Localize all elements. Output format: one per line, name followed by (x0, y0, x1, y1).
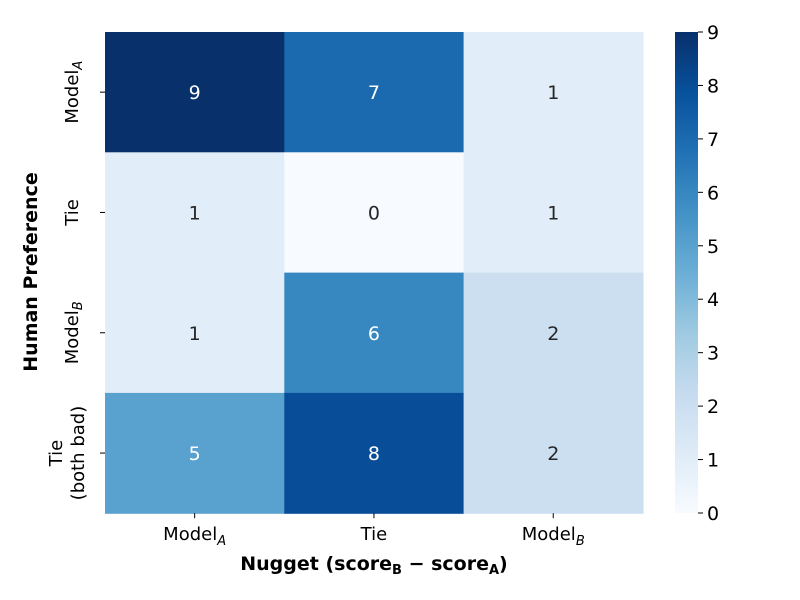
colorbar-tick-label: 0 (707, 503, 719, 525)
cell-value-label: 7 (368, 82, 380, 104)
cell-value-label: 2 (547, 323, 559, 345)
x-axis-title: Nugget (scoreB − scoreA) (240, 553, 507, 578)
colorbar-tick-label: 5 (707, 236, 719, 258)
heatmap-cell-r0-c1 (284, 32, 465, 153)
colorbar-tick-label: 3 (707, 343, 719, 365)
svg-text:Tie: Tie (46, 440, 67, 468)
heatmap-cell-r3-c0 (105, 392, 285, 514)
colorbar-tick-label: 9 (707, 22, 719, 44)
cell-value-label: 6 (368, 323, 380, 345)
heatmap-cell-r1-c2 (463, 152, 644, 274)
x-tick-label: ModelA (163, 524, 226, 549)
x-tick-label: ModelB (522, 524, 585, 549)
y-axis-title: Human Preference (20, 172, 42, 371)
cell-value-label: 1 (547, 82, 559, 104)
x-tick-label: Tie (360, 524, 388, 545)
heatmap-cell-r1-c1 (284, 152, 465, 274)
y-tick-label: ModelA (62, 61, 86, 124)
heatmap-cell-r2-c1 (284, 272, 465, 394)
cell-value-label: 9 (189, 82, 201, 104)
cell-value-label: 0 (368, 202, 380, 224)
heatmap-cell-r2-c2 (463, 272, 644, 394)
colorbar-tick-label: 8 (707, 75, 719, 97)
heatmap-cell-r0-c0 (105, 32, 285, 153)
colorbar-tick-label: 6 (707, 182, 719, 204)
colorbar-tick-label: 4 (707, 289, 719, 311)
colorbar-tick-label: 7 (707, 129, 719, 151)
cell-value-label: 5 (189, 443, 201, 465)
colorbar: 0 1 2 3 4 5 6 7 8 9 (675, 22, 719, 525)
heatmap-cell-r3-c2 (463, 392, 644, 514)
colorbar-gradient (675, 32, 698, 513)
heatmap-cell-r2-c0 (105, 272, 285, 394)
heatmap-cell-r1-c0 (105, 152, 285, 274)
y-tick-label: ModelB (62, 301, 86, 364)
svg-text:Tie: Tie (62, 199, 83, 227)
x-axis-ticks: ModelA Tie ModelB (163, 513, 585, 549)
cell-value-label: 1 (189, 202, 201, 224)
y-tick-label: Tie (62, 199, 83, 227)
cell-value-label: 2 (547, 443, 559, 465)
y-tick-label: Tie (both bad) (46, 406, 89, 501)
colorbar-tick-label: 1 (707, 450, 719, 472)
cell-value-label: 1 (547, 202, 559, 224)
heatmap-cell-r0-c2 (463, 32, 644, 153)
svg-text:(both bad): (both bad) (68, 406, 89, 501)
svg-text:ModelB: ModelB (62, 301, 86, 364)
heatmap-cells: 9 7 1 1 0 1 1 6 2 5 8 2 (105, 32, 644, 514)
colorbar-tick-label: 2 (707, 396, 719, 418)
cell-value-label: 1 (189, 323, 201, 345)
svg-text:ModelA: ModelA (62, 61, 86, 124)
heatmap-cell-r3-c1 (284, 392, 465, 514)
cell-value-label: 8 (368, 443, 380, 465)
